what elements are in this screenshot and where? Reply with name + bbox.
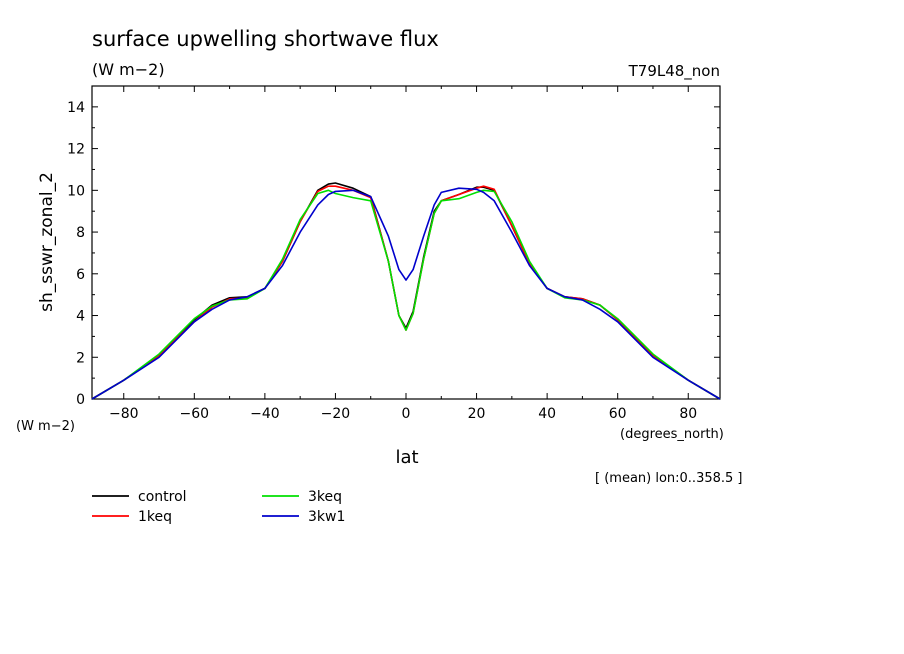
legend-label-1keq: 1keq <box>138 509 172 525</box>
y-axis-title: sh_sswr_zonal_2 <box>37 172 57 312</box>
y-units-label: (W m−2) <box>16 419 75 434</box>
legend-label-3kw1: 3kw1 <box>308 509 345 525</box>
run-label: T79L48_non <box>628 62 720 81</box>
x-tick-label: −20 <box>321 406 351 422</box>
series-line-control <box>91 182 721 400</box>
legend-label-3keq: 3keq <box>308 489 342 505</box>
y-tick-label: 12 <box>67 142 85 158</box>
units-label: (W m−2) <box>92 60 165 79</box>
y-tick-label: 14 <box>67 100 85 116</box>
y-tick-label: 10 <box>67 183 85 199</box>
x-tick-label: 40 <box>538 406 556 422</box>
x-tick-label: 80 <box>679 406 697 422</box>
legend-label-control: control <box>138 489 187 505</box>
y-tick-label: 4 <box>76 309 85 325</box>
series-line-3kw1 <box>91 187 721 400</box>
y-tick-label: 6 <box>76 267 85 283</box>
y-tick-label: 8 <box>76 225 85 241</box>
series-lines <box>91 182 721 400</box>
x-tick-label: 20 <box>468 406 486 422</box>
x-tick-label: −40 <box>250 406 280 422</box>
x-tick-label: 0 <box>402 406 411 422</box>
y-tick-label: 2 <box>76 350 85 366</box>
chart-title: surface upwelling shortwave flux <box>92 27 439 51</box>
y-tick-label: 0 <box>76 392 85 408</box>
series-line-3keq <box>91 189 721 400</box>
plot-frame <box>91 85 721 400</box>
x-units-label: (degrees_north) <box>620 427 724 442</box>
x-tick-label: 60 <box>609 406 627 422</box>
series-line-1keq <box>91 185 721 400</box>
x-axis-title: lat <box>395 447 418 468</box>
subset-note: [ (mean) lon:0..358.5 ] <box>595 471 743 486</box>
x-tick-label: −60 <box>180 406 210 422</box>
legend: control 1keq 3keq 3kw1 <box>92 489 345 525</box>
axis-ticks: 0 2 4 6 8 10 12 14 −80 −60 −40 −20 0 20 40 60 80 <box>67 86 720 422</box>
x-tick-label: −80 <box>109 406 139 422</box>
